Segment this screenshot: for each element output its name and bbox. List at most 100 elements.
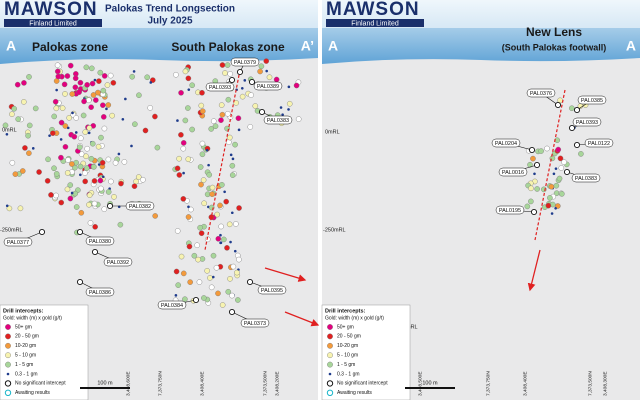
drill-intercept <box>64 73 71 79</box>
legend-box <box>0 304 89 400</box>
drill-intercept <box>88 104 94 110</box>
drill-intercept <box>208 126 215 132</box>
drill-intercept <box>257 68 263 75</box>
hole-marker <box>38 228 46 236</box>
hole-marker <box>533 161 541 169</box>
drill-intercept <box>76 144 83 151</box>
hole-label-box <box>584 138 614 148</box>
drill-intercept <box>198 102 205 109</box>
drill-intercept <box>195 256 201 263</box>
drill-intercept <box>58 119 65 126</box>
drill-intercept <box>176 119 179 122</box>
hole-label-box <box>572 117 602 127</box>
drill-intercept <box>214 211 220 218</box>
hole-marker <box>76 228 84 236</box>
drill-intercept <box>44 178 51 184</box>
drill-intercept <box>77 163 84 170</box>
drill-intercept <box>205 148 209 152</box>
drill-intercept <box>84 82 90 88</box>
drill-intercept <box>98 134 104 141</box>
drill-intercept <box>104 82 111 88</box>
drill-intercept <box>558 165 565 171</box>
drill-intercept <box>73 115 79 121</box>
hole-label-box <box>230 57 260 67</box>
drill-intercept <box>180 196 187 202</box>
logo-subtitle: Finland Limited <box>351 20 399 27</box>
hole-marker <box>258 108 266 116</box>
logo: MAWSON <box>4 0 98 20</box>
drill-intercept <box>212 123 219 130</box>
hole-label-box <box>498 167 528 177</box>
drill-intercept <box>9 111 15 118</box>
drill-intercept <box>182 117 189 124</box>
drill-intercept <box>230 211 234 215</box>
drill-intercept <box>263 58 270 64</box>
drill-intercept <box>279 106 283 109</box>
drill-intercept <box>186 243 193 250</box>
drill-intercept <box>82 178 88 185</box>
drill-intercept <box>252 103 259 109</box>
drill-intercept <box>77 79 84 86</box>
drill-intercept <box>232 141 238 148</box>
hole-label: PAL0385 <box>581 98 603 104</box>
drill-intercept <box>215 235 222 242</box>
drill-intercept <box>107 72 114 79</box>
drill-intercept <box>174 228 181 234</box>
legend-item: 10-20 gm <box>337 343 358 349</box>
drill-intercept <box>218 223 224 230</box>
drill-intercept <box>53 105 60 112</box>
trend-line <box>204 69 241 251</box>
drill-intercept <box>552 172 556 176</box>
legend-subtitle: Gold: width (m) x gold (g/t) <box>325 315 384 321</box>
drill-intercept <box>91 164 97 170</box>
drill-intercept <box>53 171 60 177</box>
drill-intercept <box>26 74 32 80</box>
legend-item: 50+ gm <box>15 324 32 330</box>
hole-label: PAL0195 <box>499 208 521 214</box>
drill-intercept <box>21 99 27 105</box>
zone-label: New Lens <box>526 25 582 39</box>
hole-label: PAL0395 <box>261 288 283 294</box>
drill-intercept <box>118 180 124 187</box>
drill-intercept <box>59 105 66 111</box>
drill-intercept <box>100 102 106 108</box>
drill-intercept <box>229 240 232 244</box>
drill-intercept <box>78 135 84 142</box>
legend-item: No significant intercept <box>15 381 66 387</box>
hole-label: PAL0379 <box>234 60 256 66</box>
drill-intercept <box>206 172 213 178</box>
drill-intercept <box>273 76 280 83</box>
drill-intercept <box>32 105 39 112</box>
drill-intercept <box>173 71 179 78</box>
hole-label: PAL0383 <box>575 176 597 182</box>
drill-intercept <box>25 132 31 139</box>
drill-intercept <box>191 252 198 259</box>
drill-intercept <box>231 157 235 161</box>
drill-intercept <box>26 150 32 156</box>
drill-intercept <box>219 181 225 188</box>
scale-label: 100 m <box>97 380 113 386</box>
legend-item: 20 - 50 gm <box>15 334 39 340</box>
drill-intercept <box>131 183 138 190</box>
drill-intercept <box>109 112 115 119</box>
legend-item: 5 - 10 gm <box>337 353 358 359</box>
drill-intercept <box>219 111 226 118</box>
drill-intercept <box>240 86 244 90</box>
drill-intercept <box>547 195 553 201</box>
drill-intercept <box>196 279 203 285</box>
drill-intercept <box>281 113 284 117</box>
drill-intercept <box>70 191 74 195</box>
drill-intercept <box>93 97 99 103</box>
drill-intercept <box>99 159 106 166</box>
legend-item: 0.3 - 1 gm <box>337 371 360 377</box>
drill-intercept <box>51 113 57 120</box>
drill-intercept <box>59 138 63 141</box>
drill-intercept <box>553 182 560 189</box>
drill-intercept <box>173 268 180 275</box>
drill-intercept <box>222 70 228 76</box>
drill-intercept <box>185 105 191 111</box>
drill-intercept <box>124 97 127 101</box>
logo: MAWSON <box>326 0 420 20</box>
section-start: A <box>6 38 16 54</box>
